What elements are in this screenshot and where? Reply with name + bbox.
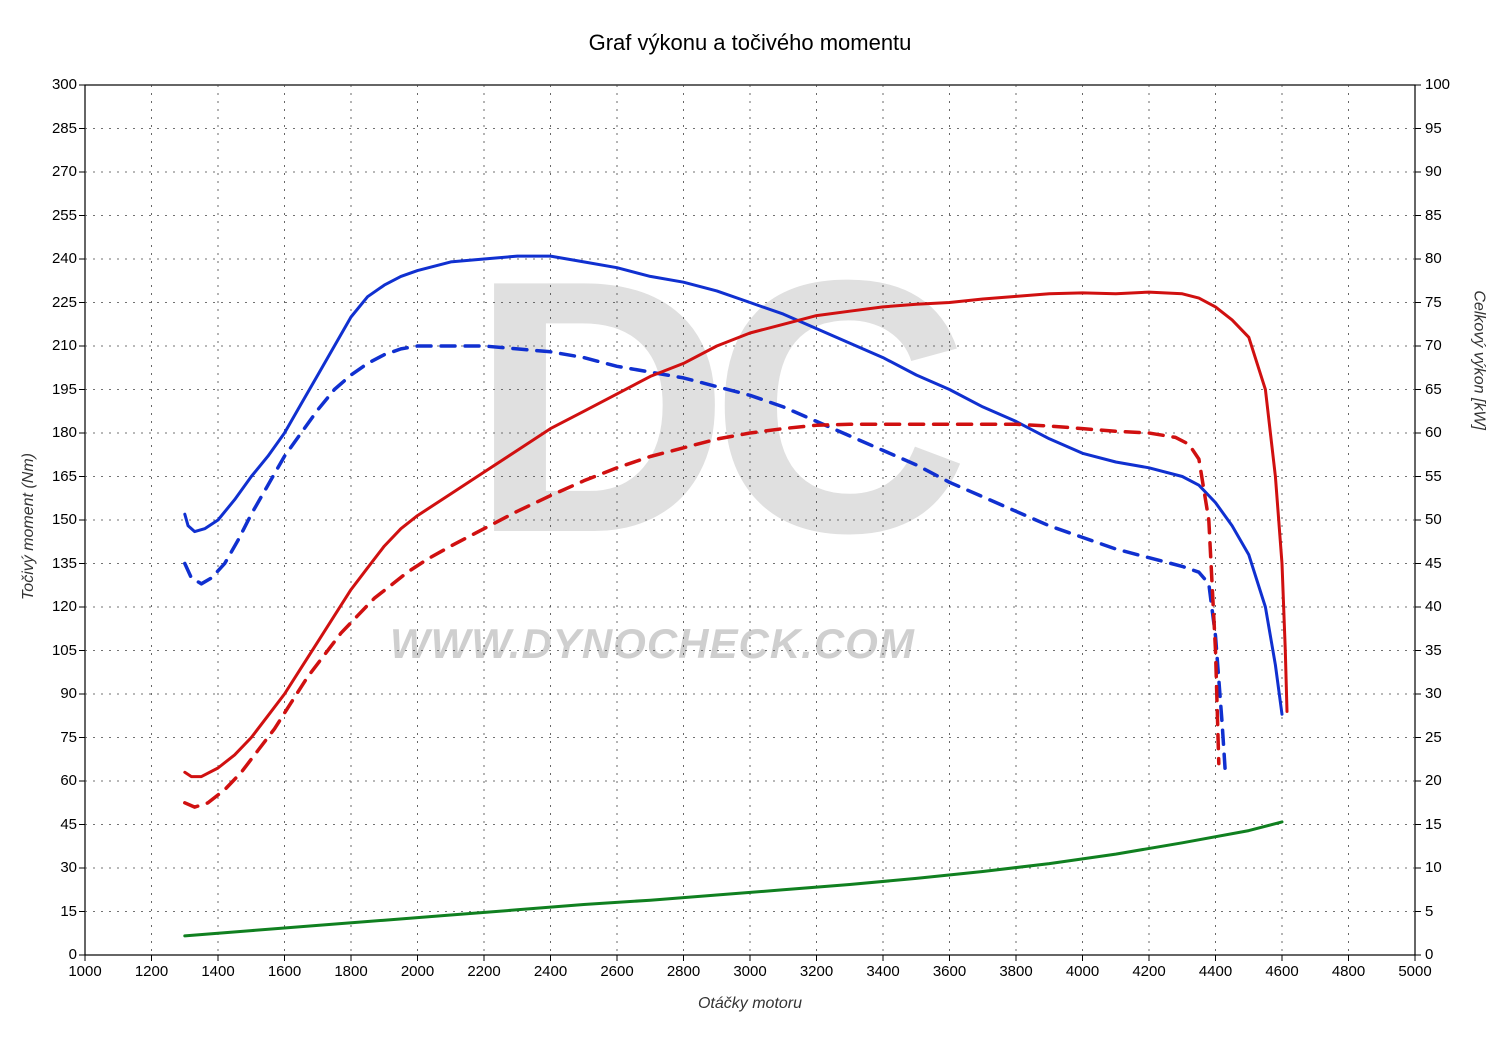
y-left-tick-label: 240 [37,250,77,267]
y-right-tick-label: 100 [1425,76,1465,93]
x-axis-label: Otáčky motoru [0,995,1500,1013]
x-tick-label: 4200 [1124,963,1174,980]
x-tick-label: 1400 [193,963,243,980]
y-left-tick-label: 60 [37,772,77,789]
y-left-tick-label: 0 [37,946,77,963]
x-tick-label: 1000 [60,963,110,980]
y-left-tick-label: 120 [37,598,77,615]
x-tick-label: 2800 [659,963,709,980]
y-left-tick-label: 90 [37,685,77,702]
y-right-tick-label: 25 [1425,729,1465,746]
y-right-tick-label: 50 [1425,511,1465,528]
series-torque_before [185,346,1226,775]
y-left-tick-label: 225 [37,294,77,311]
x-tick-label: 4800 [1324,963,1374,980]
y-right-tick-label: 85 [1425,207,1465,224]
x-tick-label: 1600 [260,963,310,980]
y-right-tick-label: 45 [1425,555,1465,572]
x-tick-label: 2600 [592,963,642,980]
y-right-tick-label: 75 [1425,294,1465,311]
y-left-tick-label: 180 [37,424,77,441]
y-left-axis-label: Točivý moment (Nm) [20,453,38,600]
y-right-tick-label: 80 [1425,250,1465,267]
y-right-tick-label: 15 [1425,816,1465,833]
y-right-tick-label: 5 [1425,903,1465,920]
y-right-tick-label: 90 [1425,163,1465,180]
y-left-tick-label: 105 [37,642,77,659]
y-right-tick-label: 35 [1425,642,1465,659]
series-torque_after [185,256,1282,714]
y-right-tick-label: 30 [1425,685,1465,702]
y-right-tick-label: 40 [1425,598,1465,615]
y-left-tick-label: 30 [37,859,77,876]
y-left-tick-label: 45 [37,816,77,833]
series-power_before [185,424,1219,807]
x-tick-label: 4000 [1058,963,1108,980]
x-tick-label: 3000 [725,963,775,980]
chart-svg [0,0,1500,1041]
x-tick-label: 3400 [858,963,908,980]
y-left-tick-label: 195 [37,381,77,398]
y-right-tick-label: 95 [1425,120,1465,137]
y-left-tick-label: 270 [37,163,77,180]
x-tick-label: 4600 [1257,963,1307,980]
y-left-tick-label: 255 [37,207,77,224]
x-tick-label: 3200 [792,963,842,980]
y-right-axis-label: Celkový výkon [kW] [1470,290,1488,430]
series-loss_power [185,822,1282,936]
series-power_after [185,292,1287,776]
x-tick-label: 1800 [326,963,376,980]
x-tick-label: 2200 [459,963,509,980]
x-tick-label: 3600 [925,963,975,980]
y-right-tick-label: 65 [1425,381,1465,398]
x-tick-label: 3800 [991,963,1041,980]
y-left-tick-label: 150 [37,511,77,528]
x-tick-label: 2000 [393,963,443,980]
x-tick-label: 5000 [1390,963,1440,980]
y-left-tick-label: 285 [37,120,77,137]
y-right-tick-label: 55 [1425,468,1465,485]
x-tick-label: 4400 [1191,963,1241,980]
y-right-tick-label: 70 [1425,337,1465,354]
dyno-chart-page: Graf výkonu a točivého momentu DC WWW.DY… [0,0,1500,1041]
y-right-tick-label: 10 [1425,859,1465,876]
y-right-tick-label: 60 [1425,424,1465,441]
x-tick-label: 2400 [526,963,576,980]
y-left-tick-label: 15 [37,903,77,920]
y-left-tick-label: 210 [37,337,77,354]
y-right-tick-label: 20 [1425,772,1465,789]
y-left-tick-label: 135 [37,555,77,572]
y-left-tick-label: 75 [37,729,77,746]
y-left-tick-label: 165 [37,468,77,485]
y-right-tick-label: 0 [1425,946,1465,963]
x-tick-label: 1200 [127,963,177,980]
y-left-tick-label: 300 [37,76,77,93]
